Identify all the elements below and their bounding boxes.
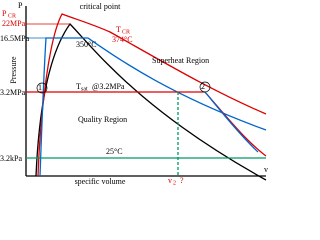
y-title: Pressure <box>9 56 18 84</box>
quality-region: Quality Region <box>78 115 127 124</box>
state-2: 2 <box>201 82 205 91</box>
state-2-marker <box>199 81 211 93</box>
tcr-subscript: CR <box>122 29 130 35</box>
p-high: 16.5MPa <box>0 34 30 43</box>
superheat-region: Superheat Region <box>152 56 209 65</box>
p-low: 3.2kPa <box>0 154 22 163</box>
tsat-subscript: sat <box>81 86 88 92</box>
critical-point: critical point <box>80 2 121 11</box>
x-title: specific volume <box>75 177 126 186</box>
v2-symbol: v <box>168 176 172 185</box>
pcr-value: 22MPa <box>2 19 26 28</box>
pcr-subscript: CR <box>8 13 16 19</box>
tcr-symbol: T <box>116 25 121 34</box>
t25: 25°C <box>106 147 123 156</box>
t350: 350°C <box>76 40 97 49</box>
state-1: 1 <box>38 83 42 92</box>
x-label: v <box>264 165 268 174</box>
pv-diagram: P P CR 22MPa 16.5MPa 3.2MPa 3.2kPa Press… <box>0 1 268 187</box>
tsat-line <box>26 91 267 157</box>
state-1-marker <box>36 82 48 94</box>
y-label: P <box>18 1 23 10</box>
tcr-value: 374°C <box>112 35 133 44</box>
v2-subscript: 2 <box>173 180 176 186</box>
dome <box>35 22 267 181</box>
p-mid: 3.2MPa <box>0 88 26 97</box>
tsat-tail: @3.2MPa <box>92 82 125 91</box>
isotherm-350 <box>39 37 267 177</box>
curves <box>25 6 267 181</box>
tsat-symbol: T <box>76 82 81 91</box>
isotherm-low <box>204 91 259 153</box>
critical-isotherm <box>37 13 267 177</box>
pcr-symbol: P <box>2 9 7 18</box>
v2-question: ? <box>180 176 184 185</box>
